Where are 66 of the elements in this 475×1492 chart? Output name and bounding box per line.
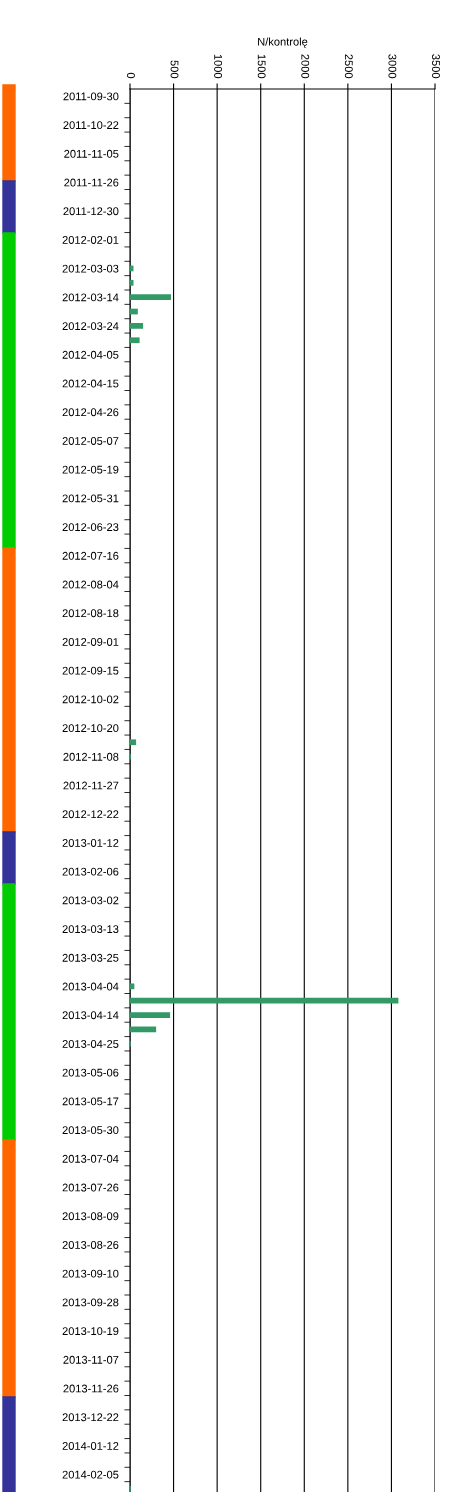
bar (130, 337, 140, 344)
y-tick-label: 2012-04-05 (62, 350, 119, 359)
y-tick-label: 2013-03-02 (62, 896, 119, 905)
y-tick-label: 2014-02-05 (62, 1470, 119, 1479)
x-axis-title: N/kontrolę (258, 37, 308, 48)
y-tick-label: 2012-12-22 (62, 810, 119, 819)
y-tick-label: 2013-05-17 (62, 1097, 119, 1106)
y-tick-label: 2013-07-26 (62, 1183, 119, 1192)
y-tick-label: 2011-09-30 (63, 92, 119, 101)
y-tick-label: 2014-01-12 (62, 1442, 119, 1450)
y-tick-label: 2012-05-19 (62, 465, 119, 474)
y-tick-label: 2013-03-13 (62, 925, 119, 934)
y-tick-label: 2012-11-27 (63, 781, 119, 790)
y-tick-label: 2013-09-10 (62, 1269, 119, 1278)
y-tick-label: 2013-05-30 (62, 1126, 119, 1135)
y-tick-label: 2012-10-20 (62, 724, 119, 733)
y-tick-label: 2012-08-04 (62, 580, 119, 589)
y-tick-label: 2013-11-07 (63, 1355, 119, 1364)
y-tick-label: 2013-09-28 (62, 1298, 119, 1307)
y-tick-label: 2012-08-18 (62, 609, 119, 618)
y-tick-label: 2013-11-26 (63, 1384, 119, 1393)
x-tick-label: 2000 (301, 54, 310, 79)
y-tick-label: 2012-06-23 (62, 523, 119, 532)
y-tick-label: 2013-02-06 (62, 867, 119, 876)
bar (130, 983, 135, 990)
y-tick-label: 2013-04-04 (62, 982, 119, 991)
x-tick-label: 3000 (388, 54, 397, 79)
y-tick-label: 2012-03-14 (62, 293, 119, 302)
y-tick-label: 2012-09-15 (62, 666, 119, 675)
x-tick-label: 1500 (257, 54, 266, 79)
y-tick-label: 2012-11-08 (63, 752, 119, 761)
y-tick-label: 2013-04-14 (62, 1011, 119, 1020)
y-tick-label: 2012-10-02 (62, 695, 119, 704)
y-tick-label: 2013-05-06 (62, 1068, 119, 1077)
y-tick-label: 2012-03-03 (62, 264, 119, 273)
bar (130, 997, 399, 1004)
y-tick-label: 2012-09-01 (62, 638, 119, 646)
x-tick-label: 0 (127, 72, 135, 79)
y-tick-label: 2013-01-12 (62, 839, 119, 847)
y-tick-label: 2013-07-04 (62, 1154, 119, 1163)
bar (130, 279, 134, 286)
y-tick-label: 2012-05-31 (62, 494, 119, 503)
y-tick-label: 2012-02-01 (62, 236, 119, 244)
y-tick-label: 2012-04-26 (62, 408, 119, 417)
x-tick-label: 2500 (344, 54, 353, 79)
y-tick-label: 2011-12-30 (63, 207, 119, 216)
bar (130, 294, 171, 301)
y-tick-label: 2012-04-15 (62, 379, 119, 388)
bar (130, 739, 137, 746)
x-tick-label: 500 (170, 60, 179, 79)
y-tick-label: 2013-04-25 (62, 1040, 119, 1048)
x-tick-label: 3500 (432, 54, 440, 79)
y-tick-label: 2012-05-07 (62, 437, 119, 445)
x-tick-label: 1000 (214, 54, 223, 79)
bar (130, 323, 144, 329)
y-tick-label: 2013-12-22 (62, 1413, 119, 1422)
y-tick-label: 2011-10-22 (63, 121, 119, 130)
y-tick-label: 2012-07-16 (62, 551, 119, 560)
y-tick-label: 2013-08-09 (62, 1212, 119, 1221)
y-tick-label: 2013-08-26 (62, 1241, 119, 1249)
y-tick-label: 2013-03-25 (62, 953, 119, 962)
y-tick-label: 2013-10-19 (62, 1327, 119, 1336)
y-tick-label: 2011-11-05 (64, 149, 119, 158)
y-tick-label: 2012-03-24 (62, 322, 119, 331)
y-tick-label: 2011-11-26 (64, 178, 119, 187)
bar (130, 1012, 171, 1018)
